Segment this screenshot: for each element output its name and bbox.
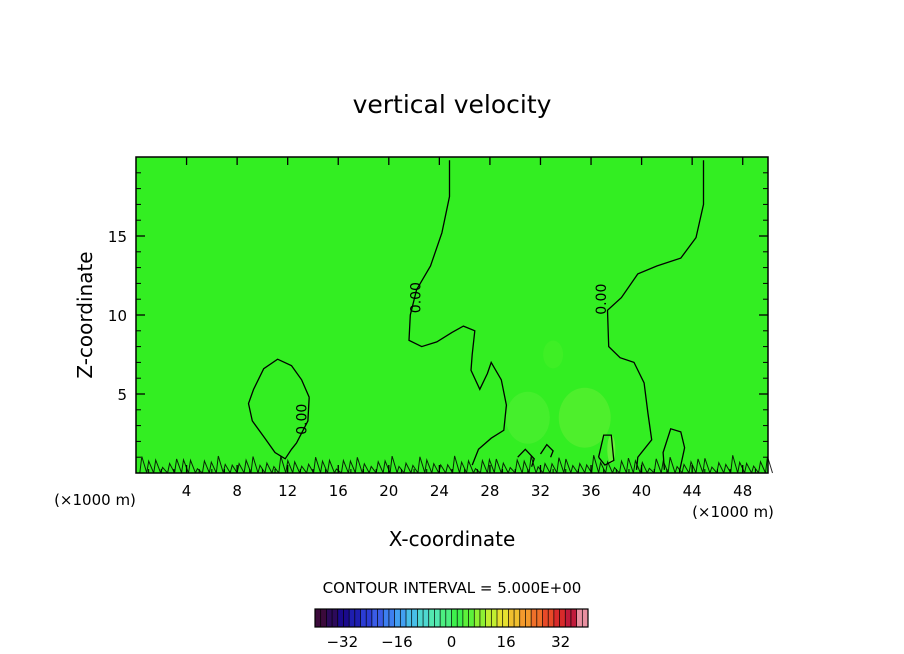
colorbar-swatch xyxy=(434,609,441,627)
colorbar-swatch xyxy=(502,609,509,627)
colorbar-swatch xyxy=(326,609,333,627)
colorbar-swatch xyxy=(536,609,543,627)
y-axis-label: Z-coordinate xyxy=(73,251,97,378)
x-tick-label: 24 xyxy=(430,482,449,500)
colorbar-swatch xyxy=(388,609,396,627)
colorbar-swatch xyxy=(343,609,350,627)
x-unit-right: (×1000 m) xyxy=(692,503,774,521)
y-tick-label: 15 xyxy=(108,228,127,246)
colorbar-swatch xyxy=(366,609,373,627)
colorbar-swatch xyxy=(457,609,464,627)
x-tick-label: 44 xyxy=(683,482,702,500)
colorbar-swatch xyxy=(445,609,452,627)
x-tick-label: 28 xyxy=(480,482,499,500)
zero-contour xyxy=(606,160,705,470)
colorbar-swatch xyxy=(542,609,549,627)
colorbar-swatch xyxy=(525,609,532,627)
colorbar-swatch xyxy=(479,609,487,627)
colorbar-swatch xyxy=(320,609,327,627)
colorbar-swatch xyxy=(548,609,555,627)
colorbar-swatch xyxy=(462,609,469,627)
colorbar-swatch xyxy=(582,609,589,627)
colorbar-tick-labels: −32 −16 0 16 32 xyxy=(326,633,570,651)
x-tick-label: 16 xyxy=(329,482,348,500)
colorbar-swatch xyxy=(553,609,560,627)
colorbar-swatch xyxy=(377,609,384,627)
colorbar-swatch xyxy=(315,609,322,627)
colorbar-swatch xyxy=(400,609,407,627)
colorbar-tick-label: 0 xyxy=(447,633,457,651)
y-tick-label: 5 xyxy=(117,386,127,404)
colorbar-frame xyxy=(314,608,589,628)
colorbar-swatch xyxy=(576,609,583,627)
colorbar-tick-label: −32 xyxy=(326,633,358,651)
zero-contour xyxy=(539,443,554,458)
colorbar-swatch xyxy=(406,609,413,627)
zero-contour xyxy=(662,427,686,472)
x-tick-label: 32 xyxy=(531,482,550,500)
field-anomaly xyxy=(543,340,564,369)
colorbar-title: CONTOUR INTERVAL = 5.000E+00 xyxy=(323,579,582,597)
colorbar-tick-label: −16 xyxy=(381,633,413,651)
contour-label: 0.00 xyxy=(408,282,424,313)
x-tick-label: 48 xyxy=(733,482,752,500)
field-anomaly xyxy=(558,387,611,448)
x-tick-label: 4 xyxy=(182,482,192,500)
colorbar-swatch xyxy=(570,609,578,627)
colorbar-swatch xyxy=(519,609,526,627)
colorbar-swatch xyxy=(349,609,356,627)
colorbar-swatch xyxy=(468,609,475,627)
colorbar-swatch xyxy=(354,609,361,627)
field-anomalies xyxy=(505,340,616,464)
colorbar-swatch xyxy=(451,609,458,627)
colorbar-swatch xyxy=(514,609,521,627)
y-axis-ticks: 5 10 15 xyxy=(108,172,768,458)
contour-labels: 0.00 0.00 0.00 xyxy=(295,282,611,435)
chart-title: vertical velocity xyxy=(353,90,552,119)
velocity-field xyxy=(136,157,768,473)
zero-contour xyxy=(597,434,615,466)
colorbar-swatch xyxy=(337,609,344,627)
x-axis-label: X-coordinate xyxy=(389,527,516,551)
colorbar-swatch xyxy=(440,609,447,627)
surface-contour xyxy=(139,455,773,474)
y-tick-label: 10 xyxy=(108,307,127,325)
zero-contour xyxy=(247,358,310,460)
x-unit-left: (×1000 m) xyxy=(54,491,136,509)
colorbar-swatch xyxy=(497,609,504,627)
colorbar-swatch xyxy=(485,609,492,627)
colorbar-swatch xyxy=(508,609,515,627)
colorbar-swatch xyxy=(394,609,401,627)
colorbar-swatch xyxy=(565,609,572,627)
x-tick-label: 8 xyxy=(232,482,242,500)
colorbar-tick-label: 16 xyxy=(497,633,516,651)
colorbar-swatch xyxy=(559,609,566,627)
x-tick-label: 20 xyxy=(379,482,398,500)
colorbar-swatch xyxy=(360,609,367,627)
contour-label: 0.00 xyxy=(594,284,610,315)
field-anomaly xyxy=(505,391,550,444)
contour-lines xyxy=(247,160,705,472)
colorbar-swatch xyxy=(474,609,481,627)
colorbar-swatch xyxy=(371,609,378,627)
colorbar-swatch xyxy=(332,609,339,627)
surface-contours xyxy=(139,455,773,474)
colorbar-swatch xyxy=(423,609,430,627)
colorbar-swatch xyxy=(491,609,498,627)
colorbar-swatch xyxy=(411,609,418,627)
colorbar-swatch xyxy=(531,609,538,627)
colorbar-swatch xyxy=(383,609,390,627)
plot-area: 0.00 0.000.00 4 8 12 16 20 24 28 32 36 40 44 48 5101… xyxy=(108,156,773,500)
x-tick-label: 40 xyxy=(632,482,651,500)
zero-contour xyxy=(408,160,508,466)
contour-label: 0.00 xyxy=(295,404,311,435)
colorbar xyxy=(314,608,589,628)
x-axis-ticks: 4 8 12 16 20 24 28 32 36 40 44 48 xyxy=(148,157,756,500)
x-tick-label: 36 xyxy=(581,482,600,500)
x-tick-label: 12 xyxy=(278,482,297,500)
colorbar-swatch xyxy=(428,609,435,627)
colorbar-tick-label: 32 xyxy=(551,633,570,651)
colorbar-swatch xyxy=(417,609,424,627)
